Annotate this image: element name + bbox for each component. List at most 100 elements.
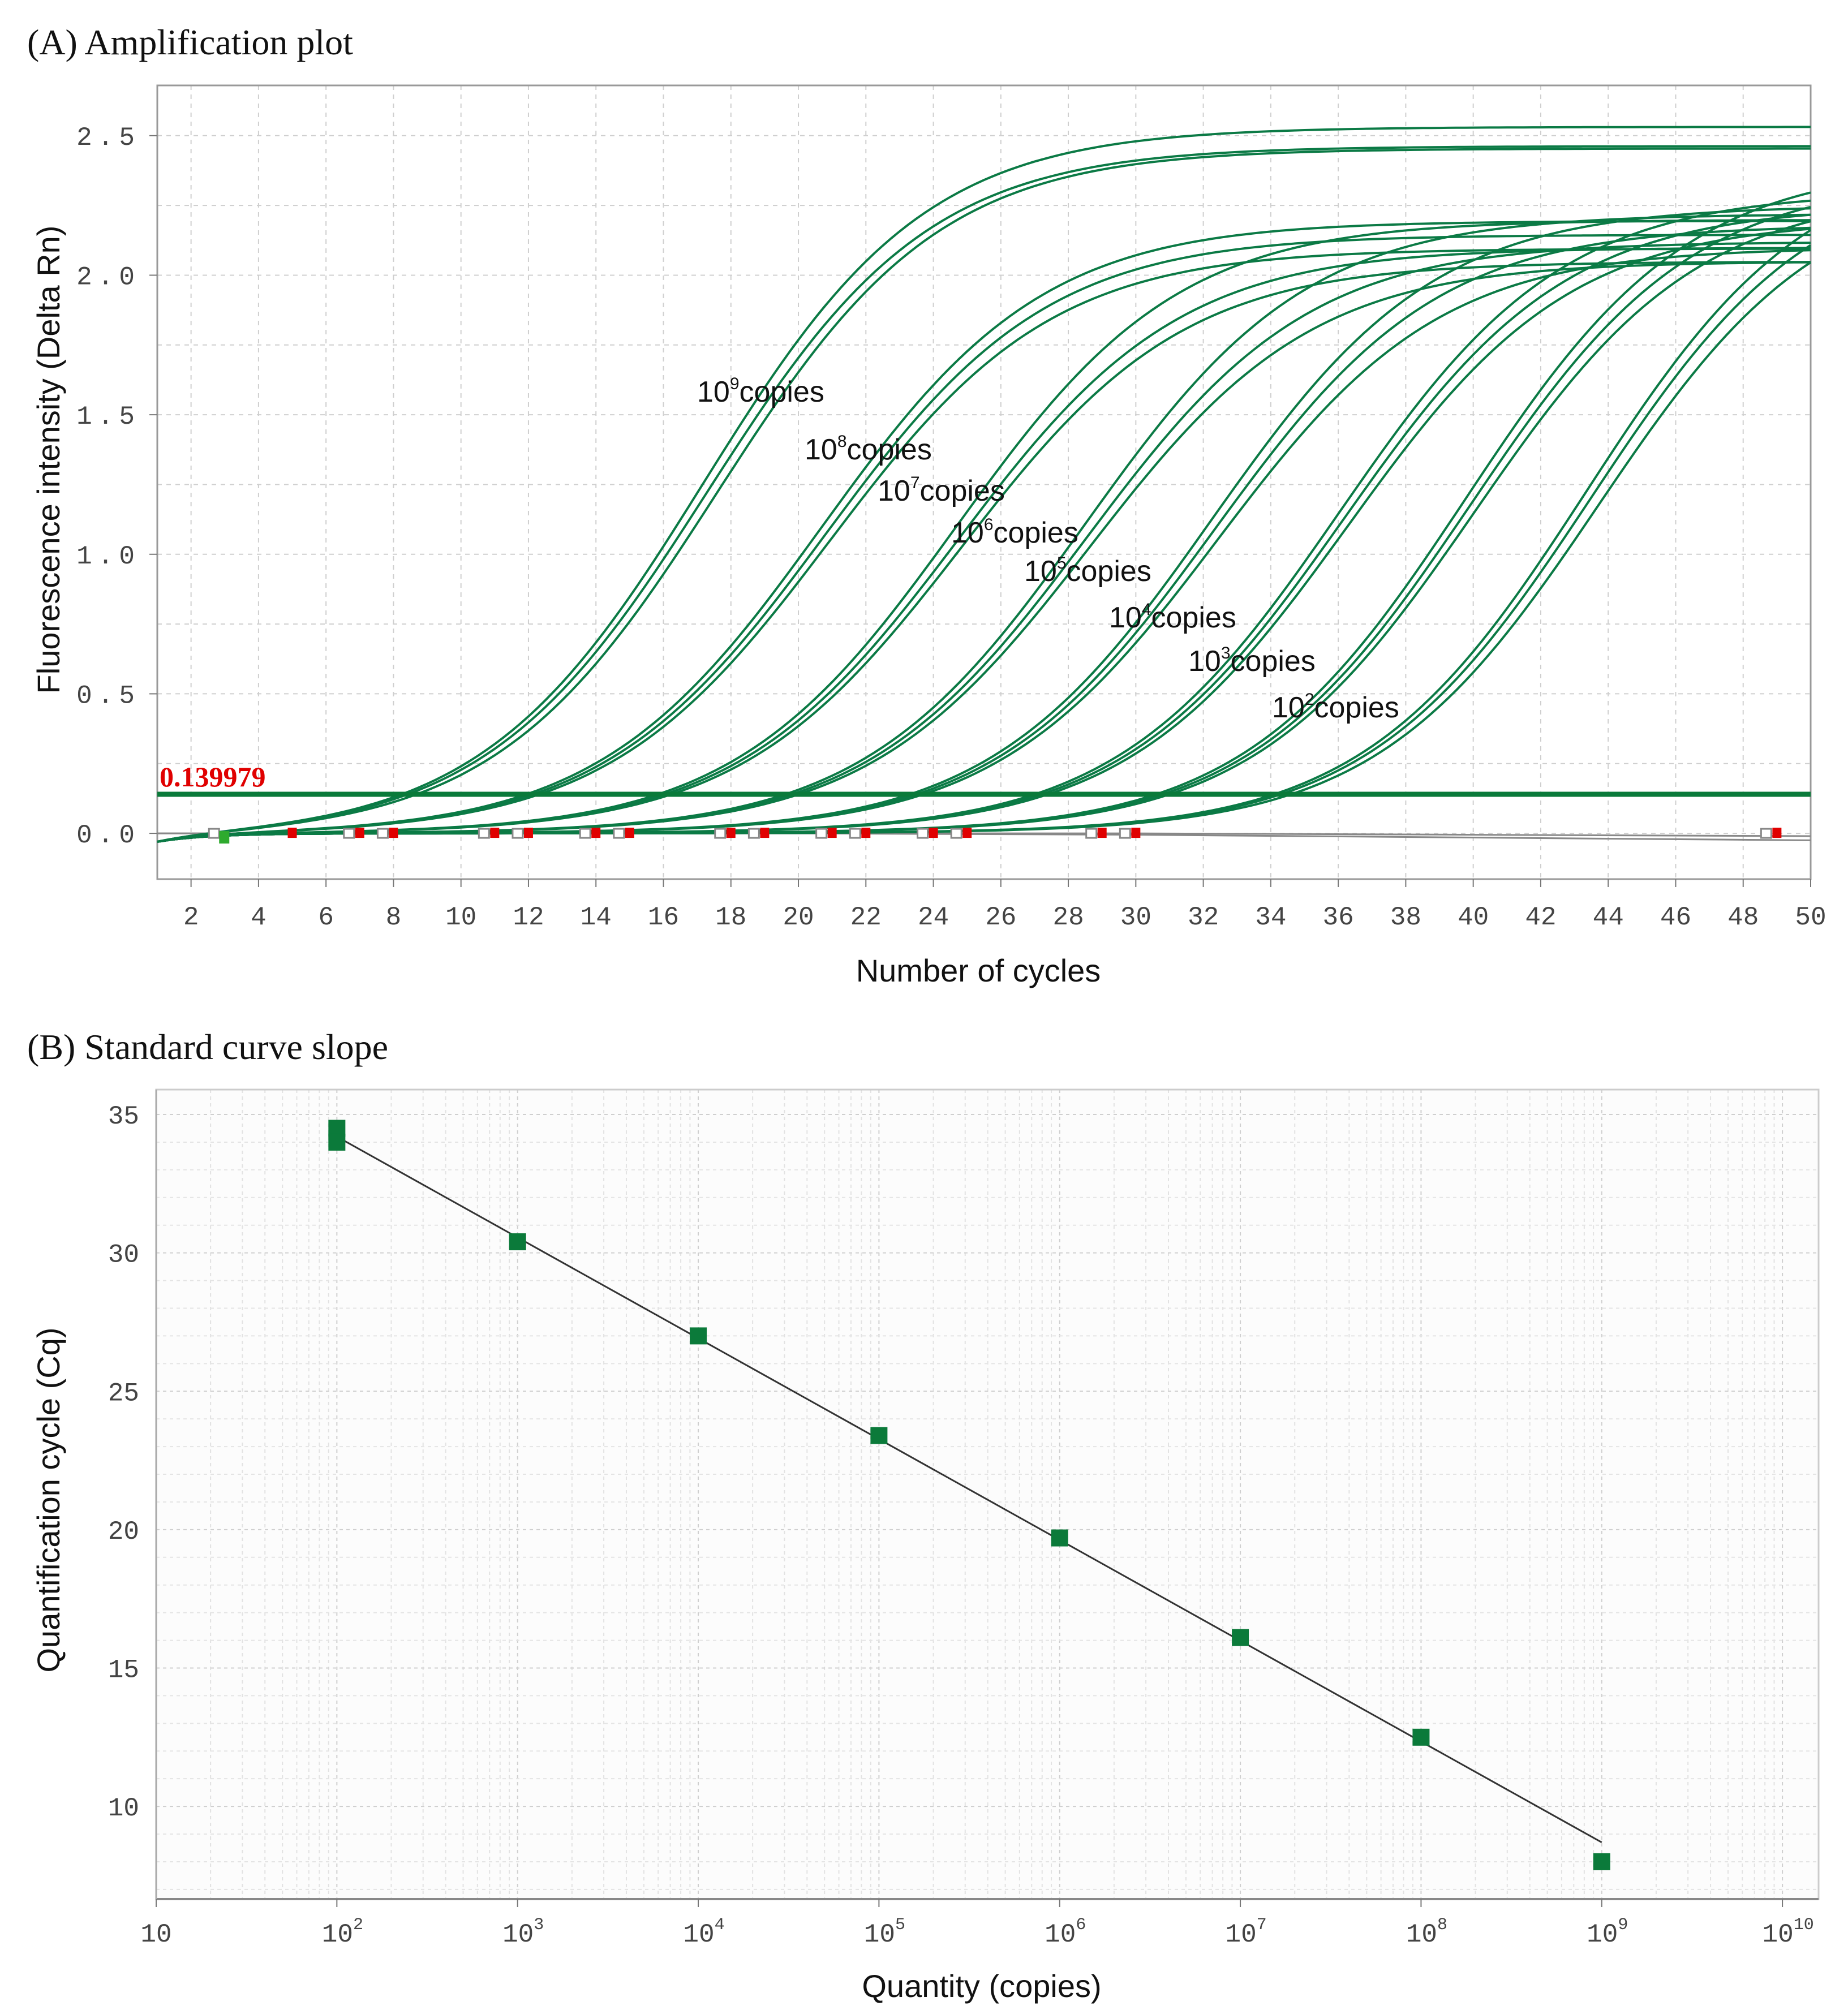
x-tick-label: 42	[1525, 903, 1556, 932]
fit-line	[336, 1135, 1602, 1844]
y-tick-label: 0.0	[76, 821, 140, 850]
baseline-end-marker	[625, 828, 634, 838]
x-tick-label: 32	[1188, 903, 1219, 932]
baseline-end-marker	[861, 828, 871, 838]
x-tick-label: 28	[1052, 903, 1084, 932]
baseline-start-marker	[714, 828, 727, 839]
copies-label-7: 107copies	[878, 474, 1005, 507]
x-tick-label: 104	[683, 1916, 724, 1949]
baseline-end-marker	[726, 828, 736, 838]
x-tick-label: 2	[183, 903, 199, 932]
y-tick-label: 1.5	[76, 402, 140, 432]
y-tick-label: 35	[108, 1102, 139, 1131]
copies-label-8: 108copies	[805, 432, 932, 466]
x-tick-label: 16	[648, 903, 679, 932]
baseline-end-marker	[355, 828, 364, 838]
baseline-start-marker	[579, 828, 591, 839]
baseline-start-marker	[478, 828, 490, 839]
amplification-curve-8	[157, 247, 1811, 843]
y-axis-label: Quantification cycle (Cq)	[31, 1327, 66, 1672]
baseline-end-marker	[1772, 828, 1782, 838]
y-tick-label: 10	[108, 1794, 139, 1823]
y-tick-label: 15	[108, 1655, 139, 1685]
x-tick-label: 103	[502, 1916, 544, 1949]
standard-point	[328, 1133, 346, 1151]
baseline-start-marker	[1085, 828, 1098, 839]
baseline-start-marker	[1760, 828, 1772, 839]
x-axis-label: Number of cycles	[856, 953, 1101, 988]
standard-point	[1051, 1529, 1068, 1547]
panel-a-title: (A) Amplification plot	[27, 22, 353, 62]
amplification-curve-9	[157, 126, 1811, 843]
x-tick-label: 46	[1660, 903, 1691, 932]
baseline-start-marker	[950, 828, 962, 839]
baseline-end-marker	[1097, 828, 1107, 838]
standard-point	[1412, 1728, 1430, 1746]
y-tick-label: 2.0	[76, 262, 140, 292]
y-tick-label: 30	[108, 1241, 139, 1270]
amplification-plot: 2 4 6 8 10 12 14 16 18 20 22 24 26 28 30 32 34 36 38 40 42 44…	[31, 84, 1826, 988]
baseline-start-marker	[613, 828, 625, 839]
x-tick-label: 102	[322, 1916, 363, 1949]
baseline-end-marker	[962, 828, 972, 838]
x-tick-label: 26	[985, 903, 1016, 932]
baseline-end-marker	[1131, 828, 1141, 838]
baseline-end-marker	[760, 828, 770, 838]
y-axis-label: Fluorescence intensity (Delta Rn)	[31, 226, 66, 694]
baseline-end-marker	[490, 828, 500, 838]
x-tick-label: 38	[1390, 903, 1421, 932]
standard-curve-plot: 10 102 103 104 105 106 107 108 109 10101015202530…	[31, 1088, 1820, 2004]
x-tick-label: 22	[850, 903, 882, 932]
x-tick-label: 12	[513, 903, 544, 932]
amplification-curve-9	[157, 147, 1811, 843]
x-tick-label: 109	[1587, 1916, 1628, 1949]
baseline-start-marker	[376, 828, 389, 839]
baseline-end-marker	[929, 828, 938, 838]
plot-frame	[156, 84, 1812, 880]
x-tick-label: 30	[1120, 903, 1151, 932]
baseline-end-marker	[827, 828, 837, 838]
y-tick-label: 25	[108, 1379, 139, 1408]
x-tick-label: 106	[1045, 1916, 1086, 1949]
copies-label-4: 104copies	[1109, 600, 1236, 634]
start-marker	[219, 831, 230, 844]
amplification-curve-7	[157, 261, 1811, 843]
x-tick-label: 44	[1593, 903, 1624, 932]
x-tick-label: 36	[1323, 903, 1354, 932]
baseline-start-marker	[1119, 828, 1131, 839]
copies-label-6: 106copies	[951, 515, 1078, 549]
baseline-start-marker	[815, 828, 828, 839]
baseline-start-marker	[917, 828, 929, 839]
baseline-start-marker	[208, 828, 220, 839]
x-tick-label: 40	[1458, 903, 1489, 932]
y-tick-label: 1.0	[76, 542, 140, 571]
standard-point	[1593, 1853, 1610, 1870]
standard-point	[690, 1327, 707, 1345]
standard-point	[509, 1233, 526, 1251]
copies-label-2: 102copies	[1272, 690, 1399, 724]
copies-label-3: 103copies	[1188, 644, 1316, 678]
x-tick-label: 4	[251, 903, 267, 932]
x-tick-label: 1010	[1763, 1916, 1814, 1949]
x-tick-label: 10	[445, 903, 476, 932]
amplification-curve-2	[157, 261, 1812, 843]
copies-label-5: 105copies	[1024, 554, 1151, 588]
y-tick-label: 0.5	[76, 681, 140, 711]
baseline-start-marker	[343, 828, 355, 839]
threshold-label: 0.139979	[160, 761, 266, 793]
x-tick-label: 8	[386, 903, 402, 932]
x-axis-label: Quantity (copies)	[862, 1968, 1101, 2004]
baseline-end-marker	[523, 828, 533, 838]
x-tick-label: 50	[1795, 903, 1826, 932]
standard-point	[1232, 1629, 1249, 1646]
baseline-start-marker	[747, 828, 760, 839]
x-tick-label: 6	[318, 903, 334, 932]
baseline-start-marker	[512, 828, 524, 839]
amplification-curve-9	[157, 145, 1811, 843]
copies-label-9: 109copies	[697, 375, 824, 408]
x-tick-label: 24	[918, 903, 949, 932]
x-tick-label: 18	[715, 903, 746, 932]
x-tick-label: 10	[140, 1920, 171, 1949]
baseline-end-marker	[389, 828, 398, 838]
